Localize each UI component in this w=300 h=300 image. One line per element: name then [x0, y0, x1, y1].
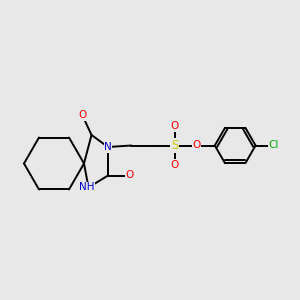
Text: O: O — [170, 160, 179, 170]
Text: O: O — [170, 121, 179, 131]
Text: O: O — [125, 170, 134, 181]
Text: NH: NH — [79, 182, 95, 193]
Text: O: O — [78, 110, 87, 121]
Text: O: O — [192, 140, 200, 151]
Text: S: S — [171, 139, 178, 152]
Text: Cl: Cl — [268, 140, 279, 151]
Text: N: N — [104, 142, 112, 152]
